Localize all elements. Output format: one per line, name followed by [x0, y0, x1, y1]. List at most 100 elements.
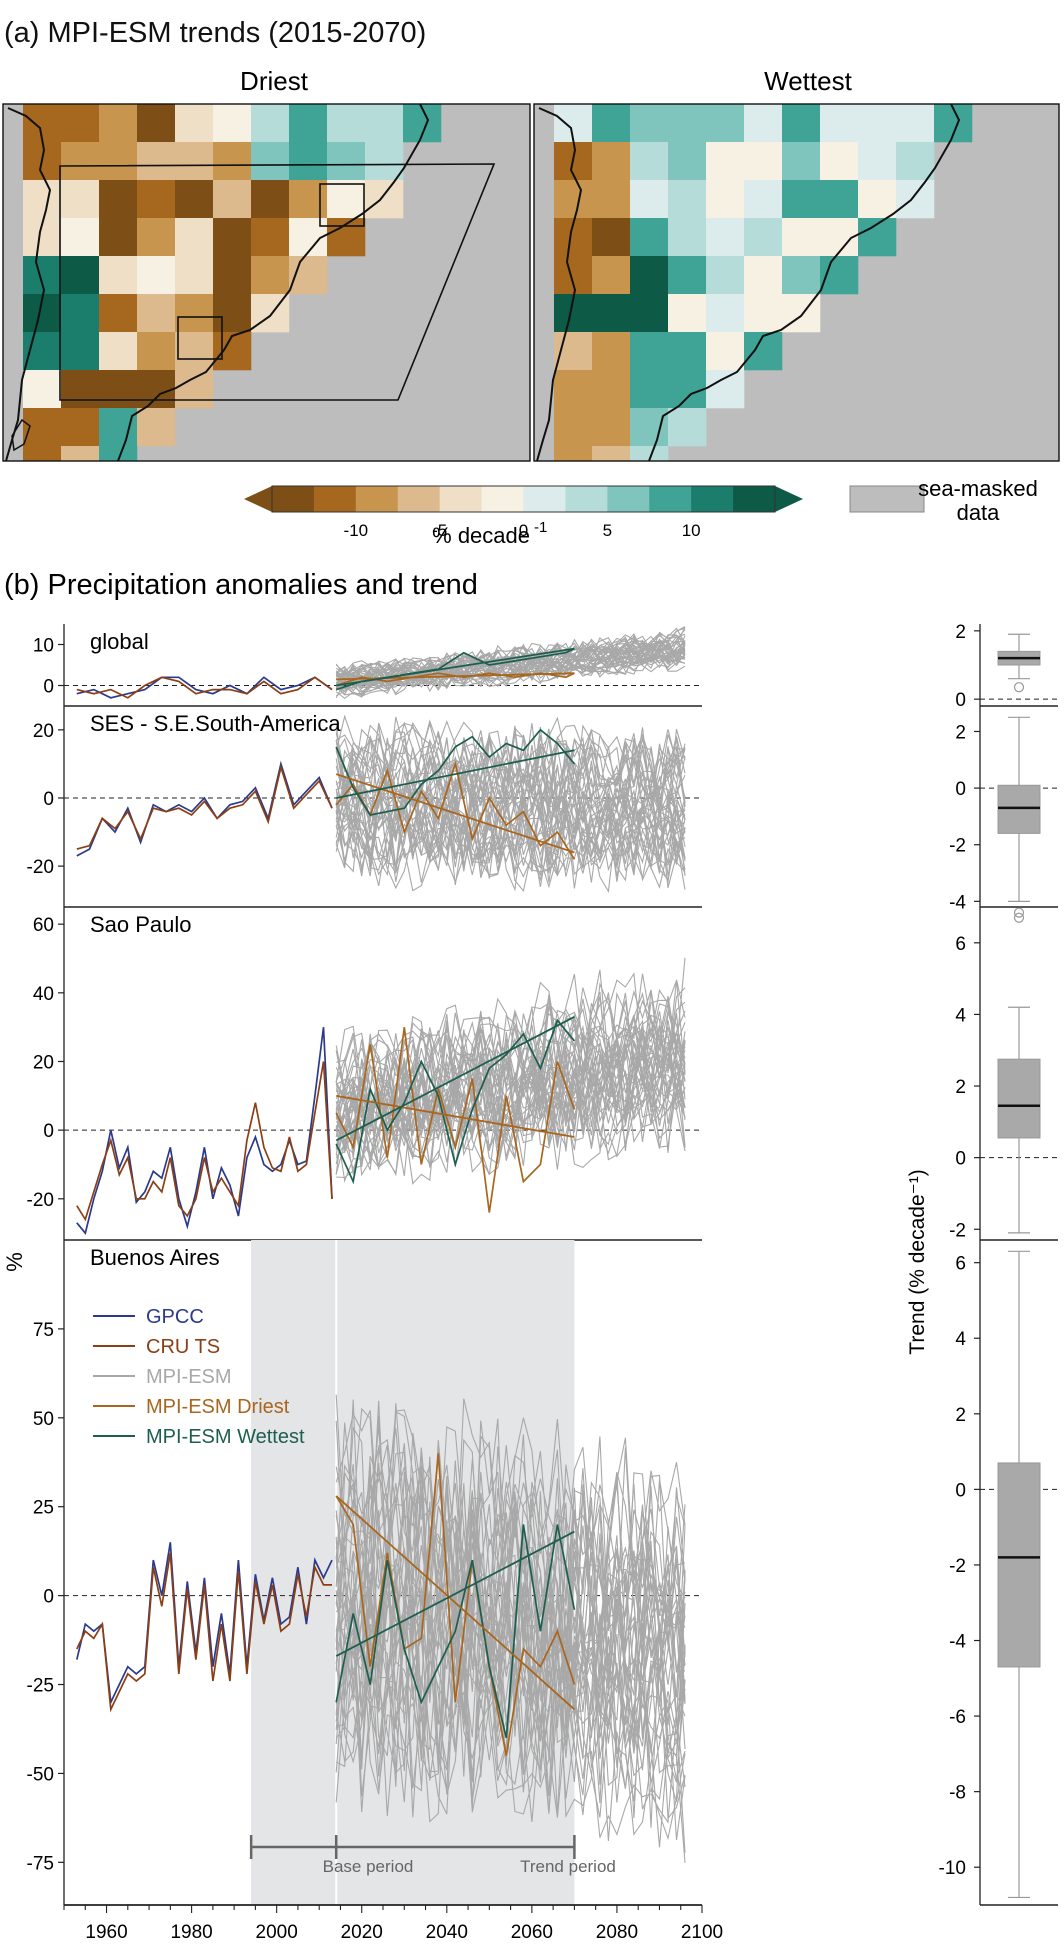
map-grid-cell: [820, 180, 859, 219]
map-grid-cell: [23, 180, 62, 219]
map-grid-cell: [99, 104, 138, 143]
map-grid-cell: [327, 142, 366, 181]
ensemble-member-line: [335, 643, 686, 686]
colorbar-tick-label: -10: [344, 521, 369, 540]
map-grid-cell: [744, 104, 783, 143]
trend-line-mpi-esm-driest: [336, 672, 575, 681]
boxplot-box: [997, 1462, 1041, 1668]
map-grid-cell: [668, 294, 707, 333]
legend-label-cru: CRU TS: [146, 1336, 220, 1358]
map-grid-cell: [706, 104, 745, 143]
boxplot-y-tick-label: 2: [955, 622, 966, 643]
map-grid-cell: [744, 332, 783, 371]
trend-line-mpi-esm-driest: [335, 773, 575, 854]
map-grid-cell: [137, 408, 176, 447]
map-grid-cell: [668, 180, 707, 219]
map-grid-cell: [630, 370, 669, 409]
colorbar-tick-label: -5: [432, 521, 447, 540]
colorbar-segment: [272, 486, 315, 512]
panel-b-title: (b) Precipitation anomalies and trend: [4, 569, 478, 601]
east-coastline: [117, 104, 430, 461]
y-tick-label: -20: [27, 857, 54, 878]
map-grid-cell: [630, 294, 669, 333]
boxplot-y-tick-label: 0: [955, 690, 966, 711]
panel-title: SES - S.E.South-America: [90, 711, 341, 736]
shaded-base-period: [251, 1240, 337, 1905]
map-grid-cell: [99, 370, 138, 409]
map-grid-cell: [744, 218, 783, 257]
map-grid-cell: [175, 294, 214, 333]
ensemble-member-line: [335, 1399, 686, 1669]
trend-axis-label: Trend (% decade⁻¹): [906, 1169, 929, 1354]
x-tick-label: 2100: [681, 1922, 723, 1943]
map-wettest-cells: [554, 104, 973, 461]
map-driest: [3, 104, 530, 461]
ensemble-member-line: [335, 1472, 686, 1721]
buenos-aires-box: [177, 316, 223, 360]
map-grid-cell: [706, 218, 745, 257]
map-grid-cell: [782, 256, 821, 295]
panel-0: 0 10 global: [33, 624, 702, 707]
y-tick-label: 40: [33, 984, 54, 1005]
map-grid-cell: [61, 408, 100, 447]
series-gpcc: [76, 676, 333, 699]
boxplot-box: [997, 784, 1041, 834]
ensemble-member-line: [335, 791, 686, 882]
map-grid-cell: [99, 446, 138, 461]
map-grid-cell: [668, 332, 707, 371]
panel-2: -20 0 20 40 60 Sao Paulo: [27, 907, 702, 1241]
trend-line-mpi-esm-wettest: [336, 749, 575, 799]
map-grid-cell: [706, 332, 745, 371]
boxplot-y-tick-label: 6: [955, 1254, 966, 1275]
colorbar-tick-label: 5: [603, 521, 612, 540]
map-grid-cell: [592, 446, 631, 461]
map-grid-cell: [289, 180, 328, 219]
ensemble-member-line: [335, 801, 686, 892]
y-tick-label: -75: [27, 1853, 54, 1874]
y-tick-label: 75: [33, 1320, 54, 1341]
ses-region-outline: [59, 163, 496, 401]
ensemble-member-line: [335, 1013, 686, 1153]
map-grid-cell: [668, 142, 707, 181]
west-coastline: [5, 107, 52, 461]
boxplot-y-tick-label: 2: [955, 722, 966, 743]
trend-line-mpi-esm-driest: [336, 1094, 575, 1138]
map-grid-cell: [668, 218, 707, 257]
panel-title: global: [90, 629, 149, 654]
series-mpi-esm-wettest: [335, 1524, 576, 1739]
colorbar-segment: [355, 486, 399, 512]
map-grid-cell: [592, 370, 631, 409]
map-grid-cell: [99, 294, 138, 333]
map-grid-cell: [137, 294, 176, 333]
map-grid-cell: [592, 408, 631, 447]
map-grid-cell: [630, 256, 669, 295]
panel-title: Buenos Aires: [90, 1245, 220, 1270]
map-grid-cell: [592, 142, 631, 181]
y-tick-label: -50: [27, 1764, 54, 1785]
trend-period-label: Trend period: [520, 1857, 616, 1876]
map-grid-cell: [61, 332, 100, 371]
map-grid-cell: [251, 142, 290, 181]
ensemble-member-line: [335, 737, 686, 829]
map-grid-cell: [99, 142, 138, 181]
map-grid-cell: [744, 142, 783, 181]
map-grid-cell: [61, 180, 100, 219]
x-axis: 1960 1980 2000 2020 2040 2060 2080 2100: [63, 1835, 723, 1943]
map-grid-cell: [858, 104, 897, 143]
boxplot-y-tick-label: 0: [955, 1149, 966, 1170]
series-cru-ts: [76, 676, 333, 699]
legend-label-gpcc: GPCC: [146, 1306, 204, 1328]
map-grid-cell: [175, 256, 214, 295]
map-grid-cell: [23, 446, 62, 461]
colorbar-segment: [313, 486, 357, 512]
map-grid-cell: [61, 104, 100, 143]
ensemble-member-line: [335, 734, 686, 822]
boxplot-y-tick-label: -8: [949, 1783, 966, 1804]
map-grid-cell: [592, 104, 631, 143]
boxplot-y-tick-label: 2: [955, 1405, 966, 1426]
boxplot-y-tick-label: 4: [955, 1005, 966, 1026]
map-grid-cell: [858, 180, 897, 219]
map-grid-cell: [630, 332, 669, 371]
map-grid-cell: [782, 180, 821, 219]
